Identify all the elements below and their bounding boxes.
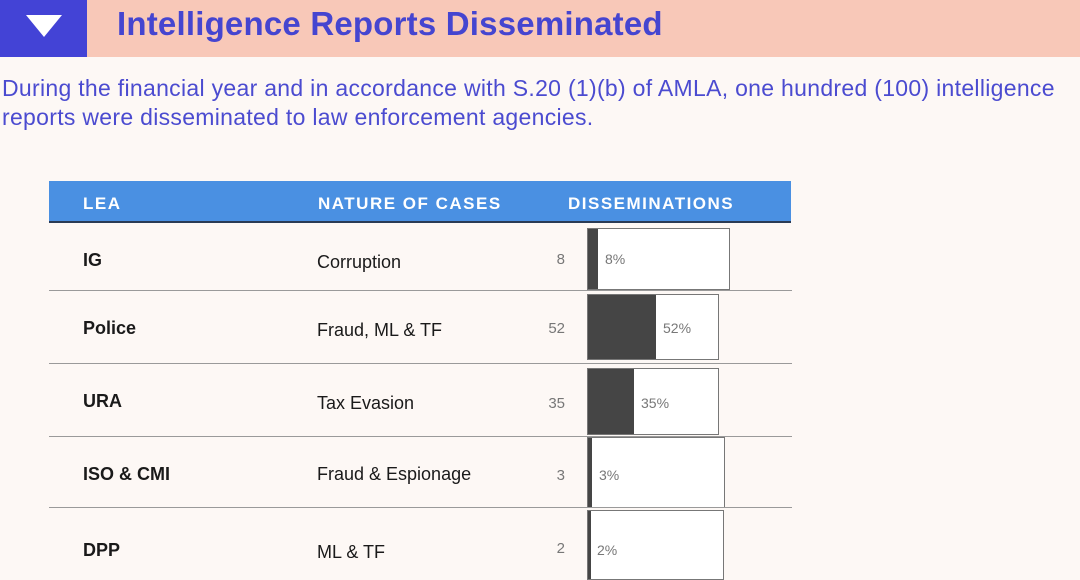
bar-fill bbox=[588, 438, 592, 507]
bar-percent-label: 2% bbox=[597, 542, 618, 558]
lea-cell: IG bbox=[83, 250, 103, 270]
collapse-toggle[interactable] bbox=[0, 0, 87, 57]
nature-cell: Corruption bbox=[317, 252, 402, 272]
count-cell: 52 bbox=[548, 320, 565, 337]
bar-fill bbox=[588, 369, 634, 434]
bar-percent-label: 52% bbox=[663, 320, 692, 336]
lea-cell: Police bbox=[83, 318, 137, 338]
table-row: Police Fraud, ML & TF 52 bbox=[49, 291, 792, 363]
count-cell: 8 bbox=[556, 251, 565, 268]
nature-cell: Tax Evasion bbox=[317, 393, 415, 413]
lea-cell: DPP bbox=[83, 540, 121, 560]
table-row: ISO & CMI Fraud & Espionage 3 bbox=[49, 437, 792, 507]
count-cell: 35 bbox=[548, 395, 565, 412]
bar-percent-label: 3% bbox=[599, 467, 620, 483]
column-header-disseminations: DISSEMINATIONS bbox=[568, 194, 735, 213]
column-header-lea: LEA bbox=[83, 194, 122, 213]
dissemination-bar bbox=[587, 368, 719, 435]
dissemination-bar bbox=[587, 437, 725, 508]
bar-fill bbox=[588, 229, 598, 289]
bar-fill bbox=[588, 295, 656, 359]
table-header: LEA NATURE OF CASES DISSEMINATIONS bbox=[49, 181, 791, 223]
nature-cell: Fraud, ML & TF bbox=[317, 320, 443, 340]
count-cell: 2 bbox=[556, 540, 565, 557]
lea-cell: URA bbox=[83, 391, 122, 411]
header-band: Intelligence Reports Disseminated bbox=[0, 0, 1080, 57]
row-divider bbox=[49, 363, 792, 364]
row-divider bbox=[49, 290, 792, 291]
dissemination-bar bbox=[587, 294, 719, 360]
row-divider bbox=[49, 507, 792, 508]
table-row: URA Tax Evasion 35 bbox=[49, 364, 792, 436]
intro-paragraph: During the financial year and in accorda… bbox=[2, 75, 1055, 130]
bar-fill bbox=[588, 511, 591, 579]
table-row: DPP ML & TF 2 bbox=[49, 508, 792, 577]
table-row: IG Corruption 8 bbox=[49, 226, 792, 290]
nature-cell: ML & TF bbox=[317, 542, 386, 562]
count-cell: 3 bbox=[556, 467, 565, 484]
bar-percent-label: 35% bbox=[641, 395, 670, 411]
dissemination-bar bbox=[587, 228, 730, 290]
page-title: Intelligence Reports Disseminated bbox=[117, 5, 663, 42]
lea-cell: ISO & CMI bbox=[83, 464, 171, 484]
dissemination-bar bbox=[587, 510, 724, 580]
nature-cell: Fraud & Espionage bbox=[317, 464, 472, 484]
bar-percent-label: 8% bbox=[605, 251, 626, 267]
row-divider bbox=[49, 436, 792, 437]
column-header-nature: NATURE OF CASES bbox=[318, 194, 502, 213]
